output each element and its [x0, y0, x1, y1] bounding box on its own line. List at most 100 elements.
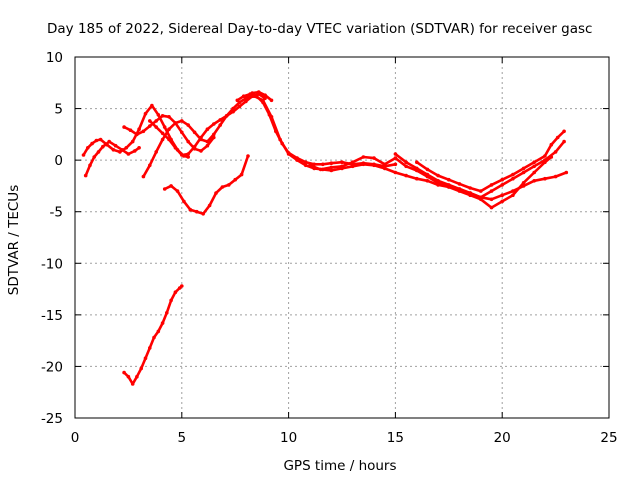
data-point — [90, 141, 94, 146]
data-point — [382, 166, 387, 171]
data-point — [180, 153, 184, 157]
data-point — [201, 212, 205, 216]
data-point — [148, 346, 152, 350]
series-arc-2 — [83, 139, 141, 178]
grid — [75, 57, 609, 418]
data-point — [160, 321, 165, 325]
x-tick-label: 10 — [280, 430, 297, 446]
data-point — [303, 163, 308, 168]
data-point — [143, 111, 148, 116]
data-point — [154, 125, 158, 129]
data-point — [212, 122, 216, 126]
data-point — [205, 127, 210, 131]
data-point — [372, 156, 376, 160]
data-point — [468, 191, 473, 195]
data-point — [489, 205, 494, 210]
data-point — [88, 163, 92, 168]
data-point — [165, 311, 169, 315]
data-point — [182, 199, 186, 204]
data-point — [553, 174, 558, 179]
data-point — [152, 335, 156, 340]
data-point — [231, 109, 235, 114]
data-point — [479, 189, 483, 193]
data-point — [244, 99, 248, 104]
series-arc-11 — [415, 129, 566, 193]
data-point — [500, 193, 505, 197]
data-point — [372, 163, 376, 168]
data-point — [154, 150, 158, 154]
data-point — [269, 115, 274, 119]
y-tick-label: 10 — [46, 50, 63, 66]
data-point — [511, 189, 515, 193]
data-point — [415, 166, 419, 171]
data-point — [404, 160, 408, 164]
data-point — [150, 103, 154, 108]
data-point — [122, 125, 126, 129]
data-point — [404, 164, 408, 169]
x-axis-label: GPS time / hours — [283, 458, 396, 474]
data-point — [227, 183, 231, 187]
data-point — [154, 119, 158, 123]
data-point — [83, 173, 88, 178]
axis-ticks: 0 5 10 15 20 25 -25 -20 -15 -10 -5 0 5 10 — [41, 50, 618, 446]
data-point — [239, 172, 244, 177]
data-point — [263, 93, 267, 97]
data-point — [489, 189, 494, 193]
data-point — [308, 163, 312, 168]
data-point — [186, 152, 190, 156]
data-point — [233, 177, 237, 182]
data-point — [160, 131, 165, 136]
data-point — [393, 156, 398, 160]
data-point — [511, 176, 515, 181]
data-point — [521, 181, 526, 185]
data-point — [148, 119, 152, 123]
data-point — [218, 123, 222, 127]
data-point — [135, 374, 139, 379]
data-point — [350, 164, 355, 169]
data-point — [447, 177, 451, 182]
data-point — [269, 98, 274, 103]
data-point — [180, 284, 184, 288]
data-point — [192, 130, 197, 135]
data-point — [111, 148, 116, 152]
data-point — [543, 158, 547, 162]
data-point — [318, 167, 323, 172]
data-point — [175, 189, 180, 193]
data-point — [555, 135, 560, 140]
series-line — [308, 155, 553, 209]
data-point — [246, 154, 250, 158]
data-point — [489, 183, 494, 187]
data-point — [220, 185, 225, 189]
data-point — [126, 152, 131, 156]
data-point — [286, 152, 291, 156]
data-point — [329, 165, 334, 170]
data-point — [122, 370, 126, 375]
plot-frame — [74, 56, 610, 419]
y-tick-label: -20 — [41, 359, 63, 375]
data-point — [94, 138, 99, 143]
data-point — [393, 170, 398, 175]
data-point — [549, 142, 554, 147]
data-point — [167, 137, 171, 142]
data-point — [160, 137, 165, 142]
data-point — [218, 118, 222, 122]
y-tick-label: 0 — [54, 153, 63, 169]
data-point — [192, 144, 197, 149]
data-point — [235, 98, 240, 103]
data-point — [81, 153, 86, 157]
data-point — [199, 149, 203, 153]
data-point — [278, 137, 282, 142]
data-point — [295, 158, 299, 162]
data-point — [511, 193, 515, 197]
data-point — [350, 160, 355, 164]
x-tick-label: 0 — [71, 430, 80, 446]
series-arc-12 — [122, 284, 184, 386]
data-point — [143, 356, 148, 361]
data-point — [479, 195, 483, 200]
data-point — [86, 146, 90, 150]
data-point — [133, 149, 137, 153]
data-point — [261, 98, 265, 103]
data-point — [180, 119, 184, 123]
data-point — [148, 124, 152, 128]
